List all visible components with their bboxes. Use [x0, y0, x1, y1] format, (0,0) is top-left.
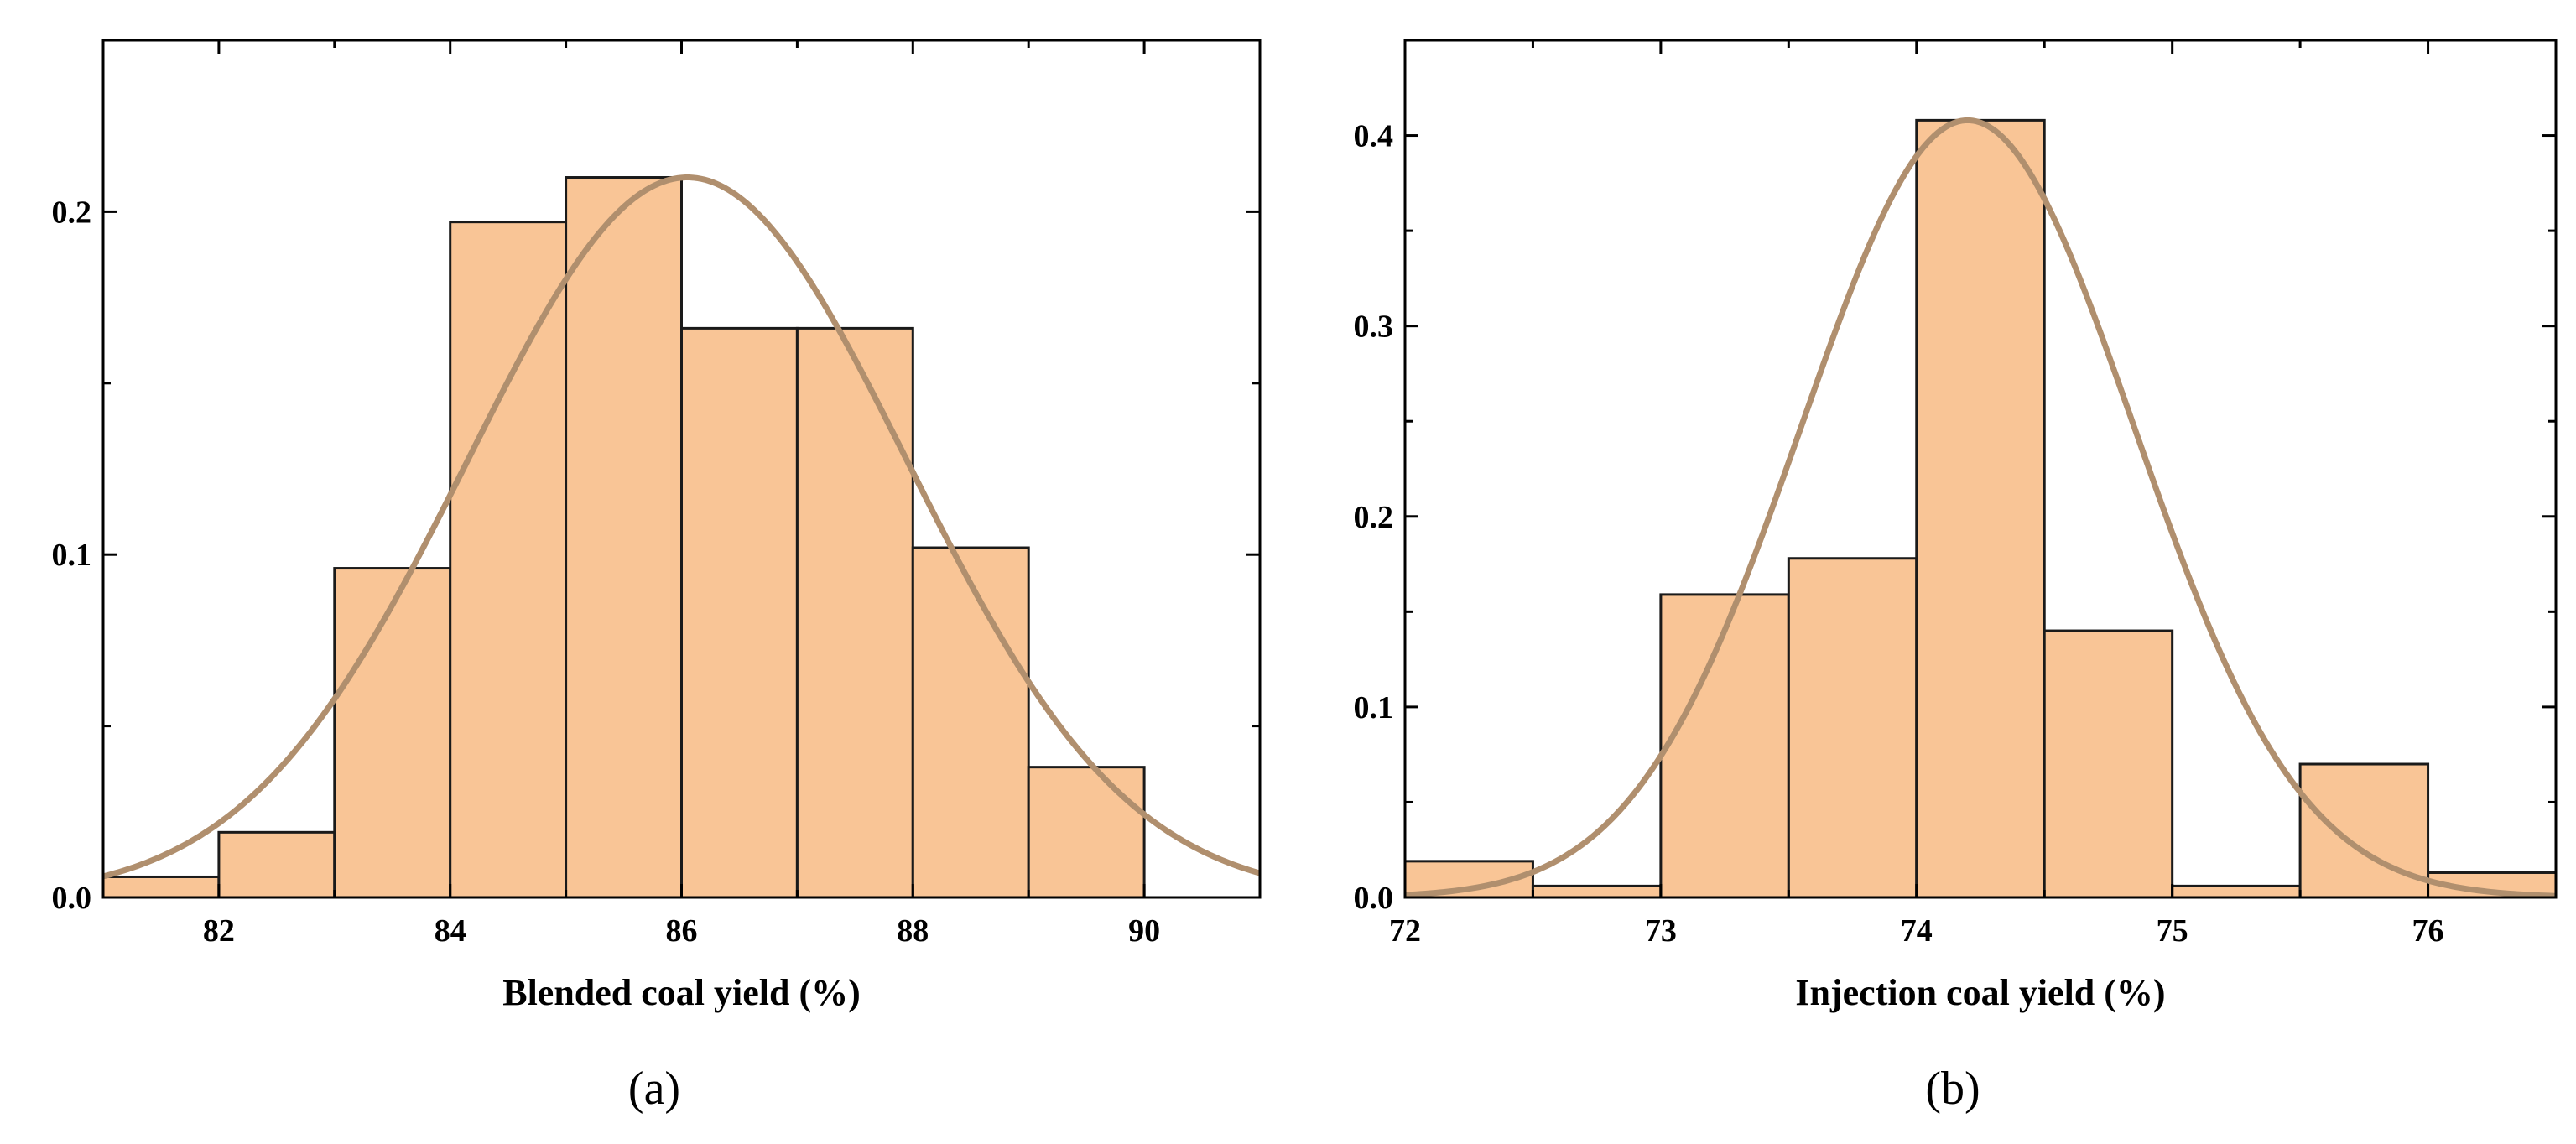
x-tick-label: 84 [435, 913, 466, 949]
y-axis: 0.0 0.1 0.2 0.3 0.4 [1354, 39, 2556, 916]
histogram-bar-4 [449, 221, 568, 899]
histogram-bar-5 [565, 176, 683, 899]
histogram-bar-1 [101, 875, 221, 899]
x-tick-label: 82 [203, 913, 235, 949]
x-tick-label: 75 [2157, 913, 2188, 949]
x-axis: 72 73 74 75 76 [1389, 40, 2558, 949]
y-tick-label: 0.3 [1354, 309, 1394, 345]
panel-label: (a) [628, 1063, 680, 1115]
histogram-bar-5 [1915, 118, 2046, 899]
x-tick-label: 73 [1645, 913, 1677, 949]
panel-label: (b) [1925, 1063, 1980, 1115]
x-tick-label: 76 [2412, 913, 2444, 949]
histogram-bar-7 [2171, 884, 2302, 899]
histogram-bar-6 [2043, 629, 2174, 899]
x-axis-title: Blended coal yield (%) [502, 972, 861, 1013]
histogram-bar-3 [1659, 593, 1790, 899]
x-axis: 82 84 86 88 90 [101, 40, 1262, 949]
histogram-bars [101, 176, 1146, 899]
y-tick-label: 0.2 [1354, 500, 1394, 535]
y-tick-label: 0.4 [1354, 119, 1394, 154]
x-tick-label: 74 [1901, 913, 1933, 949]
y-tick-label: 0.0 [1354, 881, 1394, 916]
histogram-bar-4 [1787, 557, 1918, 899]
histogram-bar-6 [680, 326, 799, 899]
y-tick-label: 0.1 [1354, 690, 1394, 725]
histogram-bar-7 [795, 326, 914, 899]
normal-fit-curve [103, 174, 1260, 880]
x-axis-title: Injection coal yield (%) [1795, 972, 2165, 1013]
histogram-bar-3 [333, 567, 452, 899]
histogram-bar-2 [1531, 884, 1663, 899]
x-tick-label: 90 [1128, 913, 1160, 949]
y-axis: 0.0 0.1 0.2 [52, 39, 1260, 916]
y-tick-label: 0.2 [52, 195, 92, 230]
normal-fit-curve [1405, 117, 2556, 897]
chart-a: 82 84 86 88 90 0.0 0.1 0.2 Blended coal yield (%… [52, 39, 1262, 1115]
histogram-bar-2 [217, 830, 336, 899]
histogram-bar-9 [1027, 766, 1146, 899]
plot-frame [1403, 39, 2558, 899]
histogram-bar-8 [911, 546, 1030, 899]
y-tick-label: 0.1 [52, 538, 92, 573]
x-tick-label: 72 [1389, 913, 1421, 949]
chart-b: 72 73 74 75 76 0.0 0.1 0.2 0.3 0.4 Injection coal … [1354, 39, 2558, 1115]
y-tick-label: 0.0 [52, 881, 92, 916]
histogram-bars [1403, 118, 2558, 899]
x-tick-label: 88 [897, 913, 929, 949]
x-tick-label: 86 [666, 913, 698, 949]
